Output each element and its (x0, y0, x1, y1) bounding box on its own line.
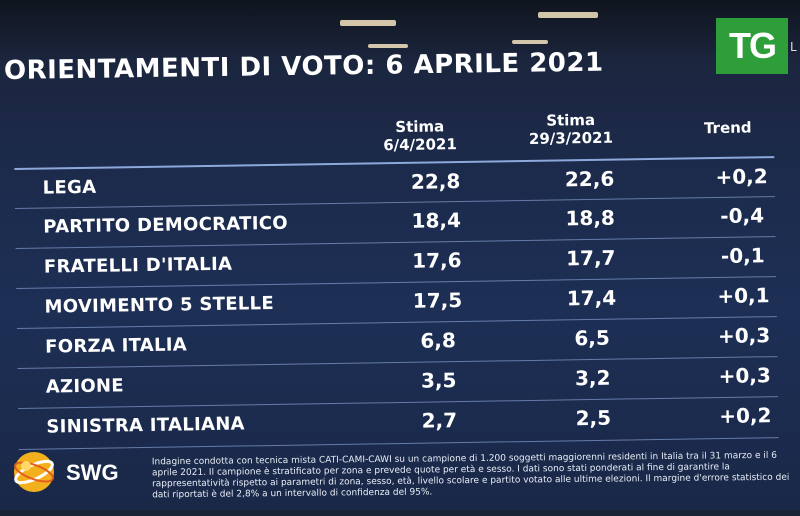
value-previous: 6,5 (574, 325, 610, 351)
value-previous: 17,7 (565, 245, 616, 271)
value-previous: 17,4 (566, 285, 617, 311)
column-header-previous-line2: 29/3/2021 (528, 128, 614, 148)
background-ceiling (0, 0, 800, 60)
value-trend: +0,2 (719, 403, 772, 429)
party-name: FORZA ITALIA (45, 334, 188, 358)
column-header-current: Stima 6/4/2021 (370, 117, 471, 155)
party-name: AZIONE (45, 375, 125, 398)
ceiling-light (368, 44, 408, 48)
tg-logo: TG (716, 18, 788, 74)
ceiling-light (512, 40, 548, 44)
value-trend: -0,4 (720, 203, 765, 228)
value-trend: +0,2 (715, 164, 768, 190)
party-name: FRATELLI D'ITALIA (43, 253, 233, 278)
value-current: 17,5 (412, 288, 463, 313)
column-header-current-line2: 6/4/2021 (383, 135, 457, 155)
party-name: MOVIMENTO 5 STELLE (44, 292, 275, 318)
value-trend: -0,1 (720, 243, 765, 268)
value-trend: +0,1 (717, 283, 770, 309)
value-current: 2,7 (421, 408, 458, 433)
value-current: 6,8 (420, 328, 457, 353)
methodology-note: Indagine condotta con tecnica mista CATI… (151, 450, 790, 501)
column-header-current-line1: Stima (395, 117, 445, 137)
ceiling-light (538, 12, 598, 18)
value-previous: 22,6 (564, 166, 615, 192)
value-previous: 18,8 (565, 205, 616, 231)
value-previous: 2,5 (575, 405, 612, 431)
party-name: SINISTRA ITALIANA (46, 413, 246, 438)
value-current: 3,5 (420, 368, 457, 393)
value-previous: 3,2 (574, 365, 611, 391)
party-name: LEGA (42, 176, 97, 199)
column-header-previous: Stima 29/3/2021 (516, 110, 627, 148)
ceiling-light (340, 20, 396, 26)
value-current: 18,4 (411, 208, 462, 233)
tg-logo-tail: L (790, 40, 797, 54)
column-header-previous-line1: Stima (546, 110, 596, 130)
swg-brand: SWG (66, 460, 119, 485)
value-current: 17,6 (411, 248, 462, 273)
value-current: 22,8 (410, 169, 461, 194)
swg-globe-icon (14, 452, 54, 492)
party-name: PARTITO DEMOCRATICO (43, 212, 289, 238)
value-trend: +0,3 (717, 323, 771, 349)
value-trend: +0,3 (718, 363, 771, 389)
column-header-trend: Trend (703, 118, 752, 138)
